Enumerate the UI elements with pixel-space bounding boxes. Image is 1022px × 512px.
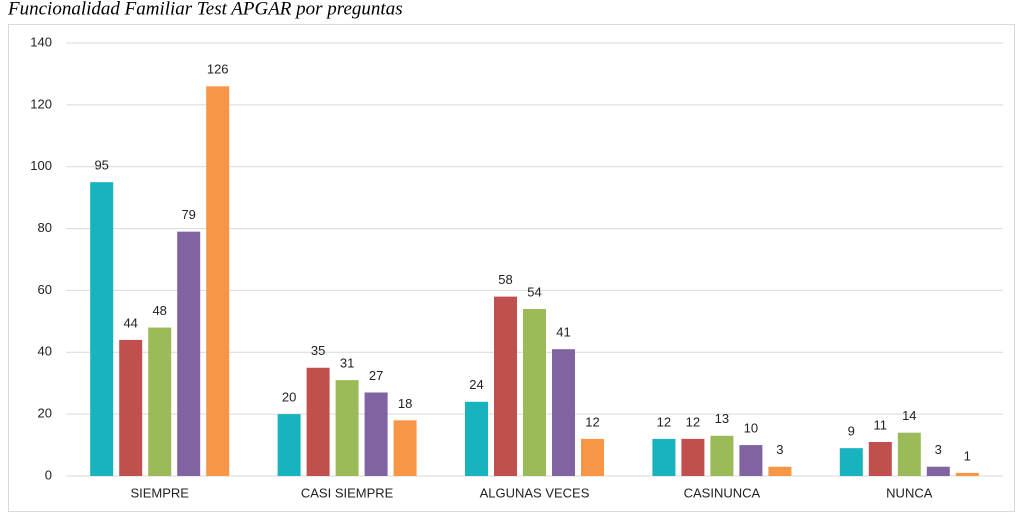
value-label: 9 [848,424,855,439]
y-tick-label: 80 [38,220,52,235]
value-label: 95 [94,158,108,173]
value-label: 20 [282,390,296,405]
value-label: 79 [181,207,195,222]
value-label: 41 [556,325,570,340]
bar [148,327,172,476]
bar [739,445,763,476]
value-label: 31 [340,356,354,371]
y-tick-label: 60 [38,282,52,297]
bar [177,231,201,476]
value-label: 18 [398,396,412,411]
bar [839,448,863,476]
value-label: 12 [585,414,599,429]
bar [90,182,114,476]
value-label: 11 [874,417,888,432]
x-tick-label: NUNCA [886,485,933,500]
value-label: 126 [207,62,229,77]
bar [494,296,517,476]
bar [652,438,676,476]
bar [364,392,388,476]
y-tick-label: 100 [30,158,52,173]
bar [581,438,604,476]
value-label: 54 [527,284,541,299]
bar [119,339,143,476]
value-label: 24 [469,377,483,392]
value-label: 3 [935,442,942,457]
bar [768,466,792,476]
value-label: 14 [902,408,916,423]
bar [277,414,301,476]
value-label: 1 [964,448,971,463]
bar [465,401,488,476]
bar [926,466,950,476]
x-tick-label: ALGUNAS VECES [480,485,590,500]
bar [681,438,705,476]
bar [206,86,230,477]
value-label: 58 [498,272,512,287]
bar [393,420,417,476]
value-label: 10 [744,421,758,436]
bar [335,380,359,476]
bar [523,308,546,476]
bar [897,432,921,476]
bar [955,472,979,476]
value-label: 48 [152,303,166,318]
bar [868,441,892,476]
value-label: 12 [686,414,700,429]
bar [306,367,330,476]
x-tick-label: CASINUNCA [684,485,761,500]
y-tick-label: 0 [45,467,52,482]
y-tick-label: 140 [30,34,52,49]
y-tick-label: 20 [38,406,52,421]
value-label: 44 [123,315,137,330]
value-label: 35 [311,343,325,358]
value-label: 27 [369,368,383,383]
value-label: 13 [715,411,729,426]
x-tick-label: CASI SIEMPRE [301,485,394,500]
y-tick-label: 40 [38,344,52,359]
bar [710,435,734,476]
y-tick-label: 120 [30,96,52,111]
chart-title: Funcionalidad Familiar Test APGAR por pr… [7,0,403,19]
bar [552,349,575,476]
value-label: 12 [657,414,671,429]
x-tick-label: SIEMPRE [130,485,189,500]
value-label: 3 [776,442,783,457]
